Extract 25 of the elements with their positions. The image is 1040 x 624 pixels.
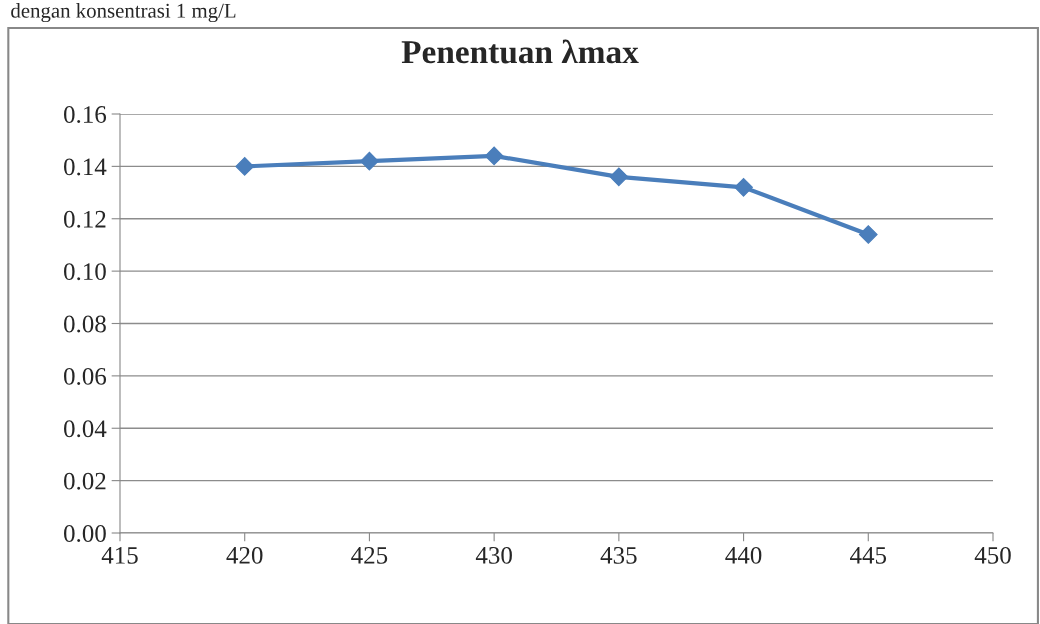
point — [734, 177, 753, 197]
y-tick-label: 0.14 — [64, 158, 107, 176]
chart-title: Penentuan λmax — [401, 39, 639, 64]
x-tick-label: 415 — [101, 547, 138, 564]
text: dengan konsentrasi 1 mg/L — [11, 3, 236, 23]
point — [360, 151, 379, 171]
y-tick-label: 0.12 — [64, 210, 106, 228]
x-tick-label: 430 — [475, 546, 512, 564]
point — [484, 146, 504, 166]
x-tick-label: 420 — [226, 546, 263, 564]
y-tick-label: 0.04 — [64, 420, 107, 438]
y-tick-label: 0.10 — [64, 263, 106, 281]
x-tick-label: 435 — [600, 546, 637, 564]
point — [858, 225, 878, 244]
x-tick-label: 445 — [850, 547, 887, 564]
x-tick-label: 450 — [974, 546, 1011, 564]
y-tick-label: 0.16 — [64, 106, 107, 124]
y-tick-label: 0.00 — [64, 525, 106, 543]
y-tick-label: 0.08 — [64, 315, 106, 333]
point — [235, 157, 255, 176]
x-tick-label: 425 — [351, 546, 388, 564]
point — [609, 167, 629, 187]
y-tick-label: 0.06 — [64, 367, 107, 385]
y-tick-label: 0.02 — [64, 472, 106, 490]
x-tick-label: 440 — [725, 546, 762, 564]
